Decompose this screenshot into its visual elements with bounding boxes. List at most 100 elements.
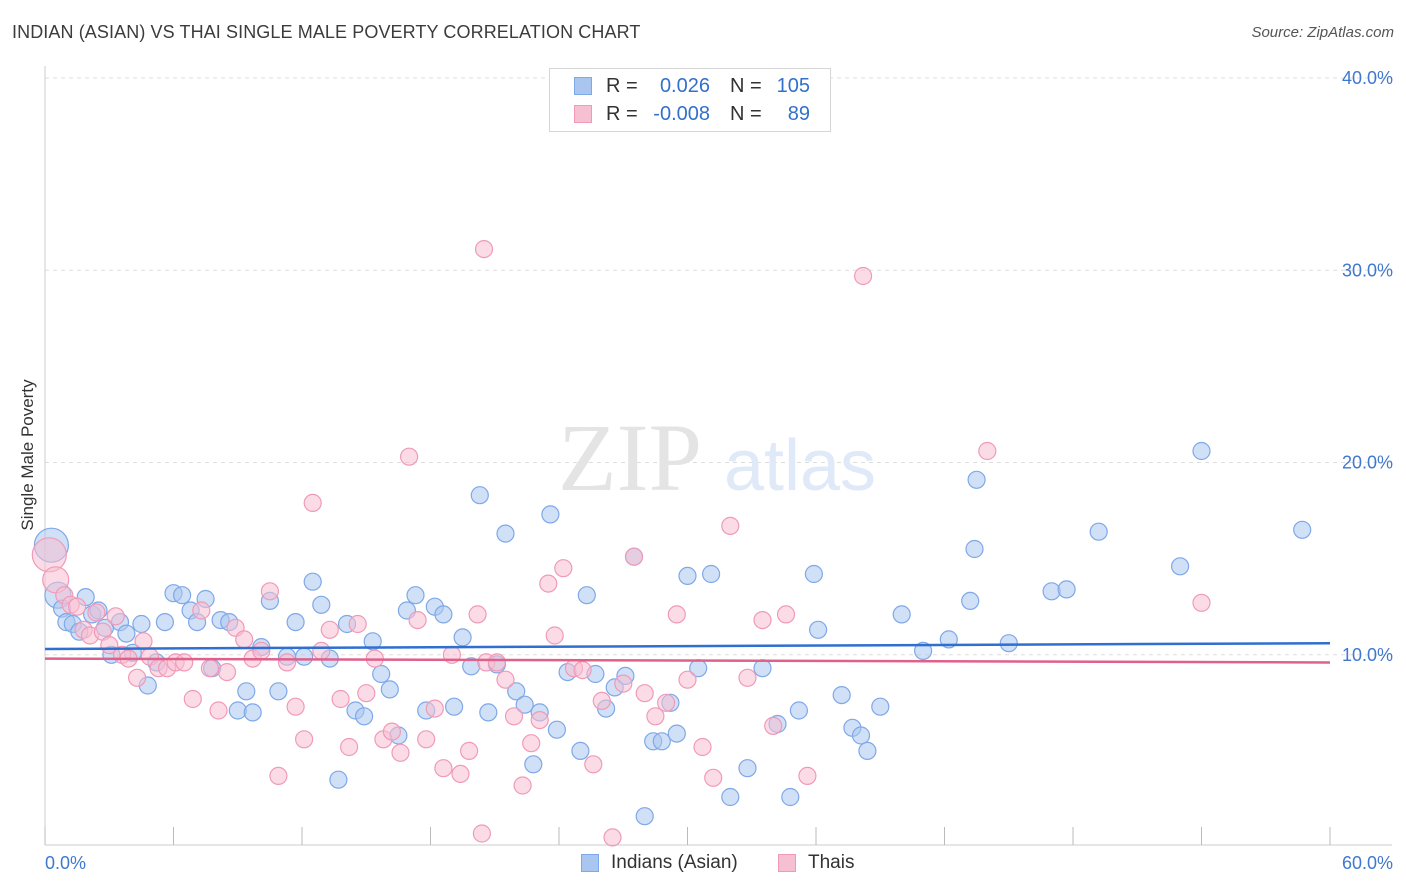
- point-thais: [128, 668, 147, 687]
- point-indians: [808, 620, 828, 639]
- point-indians: [892, 605, 911, 624]
- point-thais: [192, 601, 211, 620]
- point-indians: [117, 624, 136, 643]
- point-indians: [961, 591, 980, 611]
- point-thais: [391, 743, 410, 762]
- trend-lines: [44, 641, 1331, 664]
- point-indians: [652, 732, 671, 751]
- point-indians: [871, 697, 890, 716]
- point-thais: [646, 707, 665, 726]
- point-indians: [753, 659, 772, 678]
- series-legend: Indians (Asian) Thais: [0, 852, 1406, 878]
- point-thais: [269, 766, 288, 786]
- point-indians: [913, 641, 933, 661]
- point-indians: [571, 741, 590, 761]
- series-swatch-blue: [581, 854, 599, 872]
- point-thais: [545, 626, 564, 645]
- series-swatch-pink: [778, 854, 796, 872]
- x-tick-label: 60.0%: [1342, 853, 1393, 873]
- point-indians: [132, 614, 151, 634]
- y-tick-label: 30.0%: [1342, 260, 1393, 280]
- point-indians: [635, 807, 654, 826]
- point-thais: [252, 641, 271, 661]
- point-indians: [380, 680, 399, 699]
- point-thais: [134, 632, 153, 651]
- point-thais: [468, 605, 487, 624]
- point-indians: [547, 720, 567, 739]
- axes: [44, 66, 1392, 846]
- point-indians: [701, 564, 721, 584]
- point-indians: [155, 612, 174, 632]
- legend-n-label: N =: [730, 74, 762, 97]
- trend-line-indians: [44, 641, 1331, 651]
- watermark-atlas: atlas: [724, 426, 876, 506]
- point-thais: [200, 659, 219, 678]
- legend-n-label: N =: [730, 102, 762, 125]
- point-thais: [303, 493, 322, 512]
- point-thais: [667, 605, 686, 624]
- point-thais: [460, 741, 479, 761]
- point-thais: [693, 737, 712, 757]
- point-indians: [1042, 582, 1061, 601]
- point-thais: [434, 759, 453, 778]
- point-thais: [624, 547, 644, 566]
- point-indians: [434, 605, 453, 624]
- point-indians: [1192, 441, 1211, 461]
- point-thais: [853, 266, 873, 286]
- point-thais: [678, 670, 697, 689]
- x-tick-label: 0.0%: [45, 853, 86, 873]
- point-thais: [348, 614, 367, 634]
- point-indians: [999, 634, 1018, 653]
- chart-title: INDIAN (ASIAN) VS THAI SINGLE MALE POVER…: [12, 22, 641, 42]
- point-thais: [764, 716, 783, 736]
- point-indians: [445, 697, 464, 716]
- point-thais: [277, 653, 297, 672]
- series-legend-indians: Indians (Asian): [581, 852, 738, 874]
- point-indians: [541, 505, 560, 524]
- point-thais: [217, 662, 237, 682]
- legend-r-value: -0.008: [653, 102, 710, 125]
- point-thais: [425, 699, 444, 718]
- point-indians: [496, 524, 515, 543]
- point-thais: [603, 828, 622, 847]
- trend-line-thais: [44, 657, 1331, 664]
- point-indians: [738, 759, 757, 778]
- point-indians: [237, 682, 256, 701]
- point-thais: [472, 824, 491, 843]
- point-indians: [329, 770, 348, 789]
- point-indians: [781, 787, 800, 807]
- point-indians: [832, 685, 851, 705]
- point-thais: [408, 610, 427, 630]
- chart-source: Source: ZipAtlas.com: [1251, 24, 1394, 41]
- point-thais: [1192, 593, 1211, 612]
- y-tick-label: 20.0%: [1342, 453, 1393, 473]
- point-thais: [592, 691, 611, 711]
- point-thais: [312, 641, 331, 661]
- series-legend-thais: Thais: [778, 852, 854, 874]
- point-indians: [939, 630, 958, 649]
- point-thais: [614, 674, 633, 693]
- point-thais: [539, 574, 558, 593]
- point-indians: [667, 724, 686, 743]
- point-thais: [295, 730, 314, 749]
- point-thais: [656, 693, 676, 712]
- legend-r-label: R =: [606, 102, 638, 125]
- point-indians: [804, 564, 824, 584]
- point-indians: [372, 664, 391, 684]
- point-thais: [175, 653, 194, 672]
- y-tick-label: 10.0%: [1342, 645, 1393, 665]
- point-thais: [31, 537, 67, 573]
- point-thais: [978, 441, 997, 461]
- grid-lines: [45, 77, 1392, 656]
- point-thais: [87, 603, 106, 622]
- point-thais: [776, 605, 796, 624]
- tick-labels: 10.0% 20.0% 30.0% 40.0% 0.0% 60.0%: [45, 68, 1393, 873]
- point-thais: [320, 620, 339, 639]
- point-indians: [858, 741, 877, 761]
- point-indians: [303, 572, 322, 591]
- point-indians: [453, 628, 472, 647]
- point-indians: [1057, 580, 1076, 599]
- point-thais: [451, 764, 470, 784]
- point-thais: [504, 707, 524, 726]
